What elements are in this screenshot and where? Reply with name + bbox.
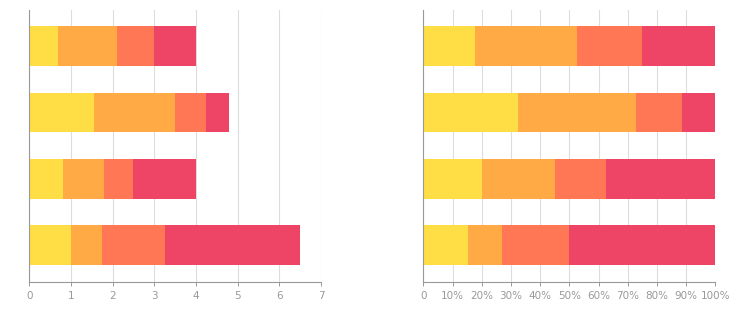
Bar bbox=[423, 26, 474, 66]
Bar bbox=[423, 159, 482, 199]
Bar bbox=[29, 92, 94, 132]
Bar bbox=[469, 225, 502, 265]
Bar bbox=[682, 92, 715, 132]
Bar bbox=[577, 26, 642, 66]
Bar bbox=[423, 92, 518, 132]
Bar bbox=[518, 92, 637, 132]
Bar bbox=[642, 26, 715, 66]
Bar bbox=[175, 92, 207, 132]
Bar bbox=[569, 225, 715, 265]
Bar bbox=[606, 159, 715, 199]
Bar bbox=[474, 26, 577, 66]
Bar bbox=[117, 26, 154, 66]
Bar bbox=[207, 92, 229, 132]
Bar bbox=[482, 159, 555, 199]
Bar bbox=[29, 159, 63, 199]
Bar bbox=[29, 225, 71, 265]
Bar bbox=[63, 159, 104, 199]
Bar bbox=[58, 26, 117, 66]
Bar bbox=[134, 159, 196, 199]
Bar bbox=[154, 26, 196, 66]
Bar bbox=[165, 225, 300, 265]
Bar bbox=[102, 225, 165, 265]
Bar bbox=[637, 92, 682, 132]
Bar bbox=[423, 225, 469, 265]
Bar bbox=[29, 26, 58, 66]
Bar bbox=[104, 159, 134, 199]
Bar bbox=[555, 159, 606, 199]
Bar bbox=[71, 225, 102, 265]
Bar bbox=[502, 225, 569, 265]
Bar bbox=[94, 92, 175, 132]
